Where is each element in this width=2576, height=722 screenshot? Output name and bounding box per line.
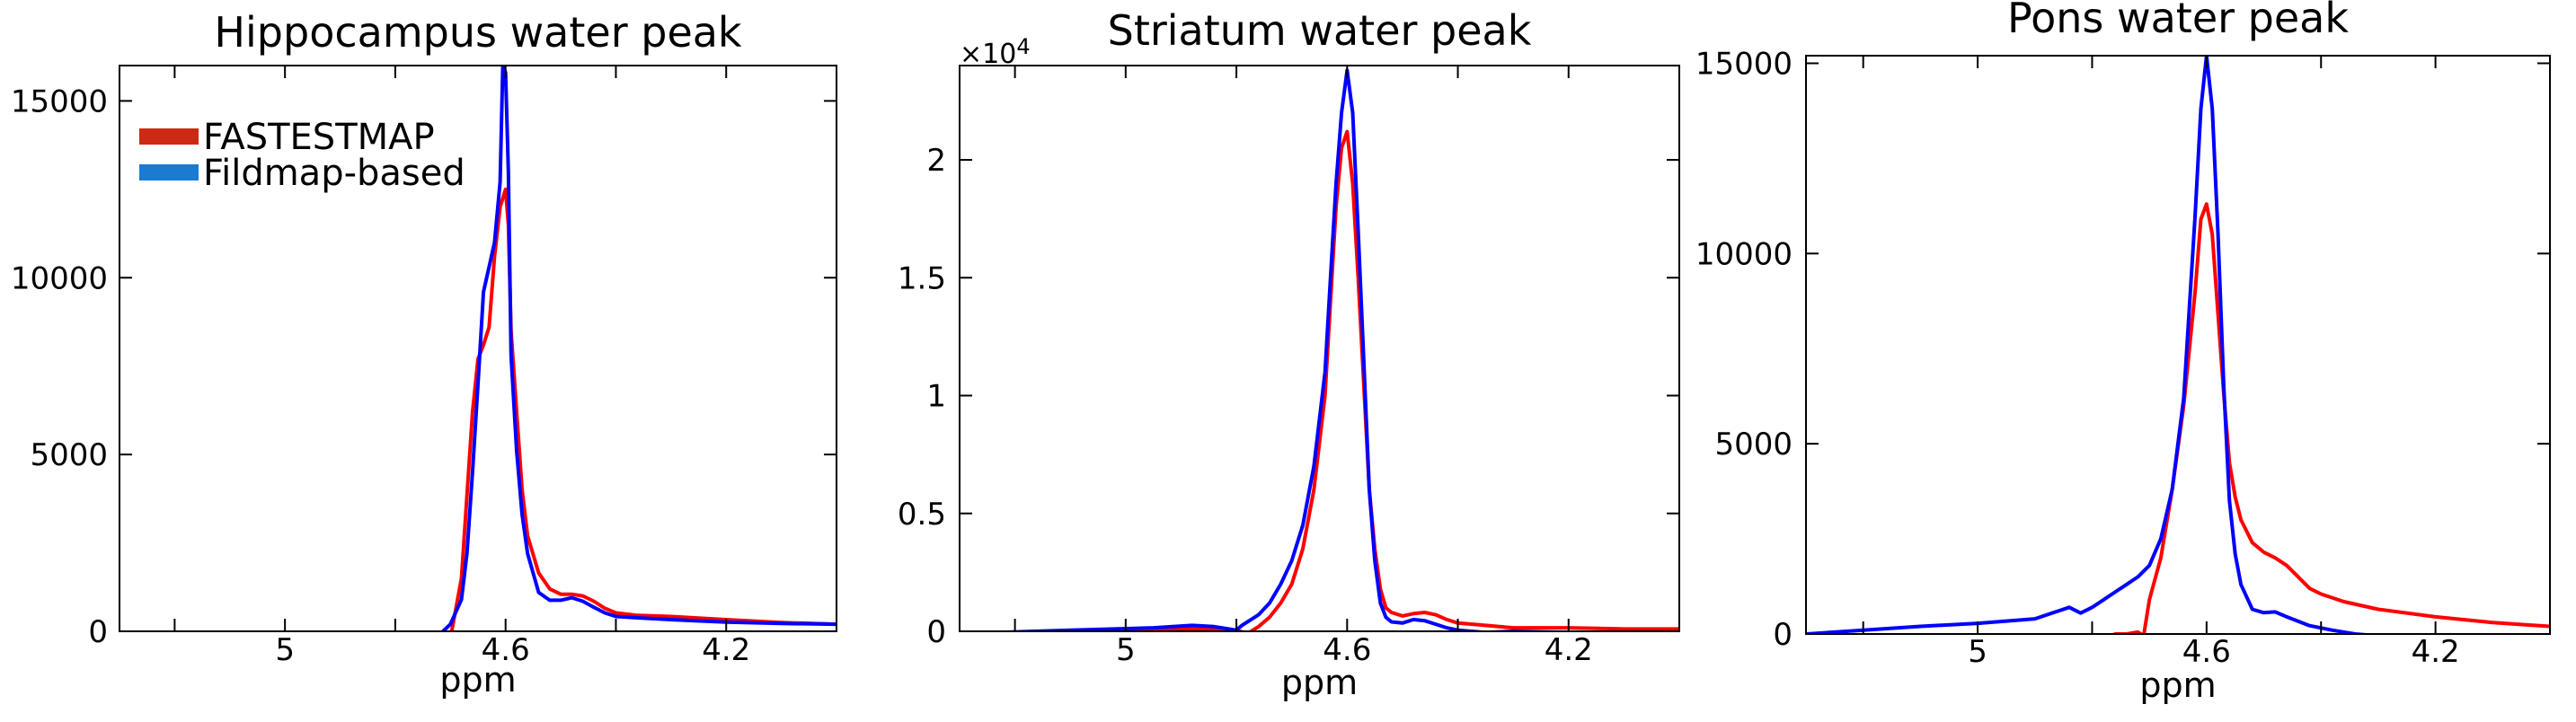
x-tick-label: 4.6 [2182,634,2231,670]
y-tick-label: 5000 [30,437,108,473]
y-tick-label: 1.5 [898,260,946,296]
y-tick-label: 0 [926,614,946,650]
series-line-fastestmap [2111,202,2550,634]
x-axis-label: ppm [2139,665,2216,705]
chart-title: Pons water peak [2007,0,2349,42]
series-line-fildmap-based [976,68,1679,631]
series-line-fastestmap [985,129,1679,631]
y-tick-label: 0 [88,614,108,650]
chart-panel-2: Striatum water peak 5 4.6 4.2 0 0.5 1 1.5 2 ppm ×1… [898,6,1680,702]
chart-title: Striatum water peak [1108,6,1532,55]
x-tick-label: 5 [275,632,295,668]
series-line-fastestmap [449,187,837,631]
y-tick-label: 10000 [11,260,108,296]
y-tick-label: 15000 [1695,46,1793,82]
x-tick-label: 4.2 [2412,634,2460,670]
x-tick-label: 5 [1116,632,1136,668]
y-tick-label: 2 [926,143,946,179]
x-tick-label: 4.6 [482,632,530,668]
chart-panel-1: Hippocampus water peak 5 4.6 4.2 0 5000 10000 1… [11,8,837,700]
x-axis-label: ppm [439,660,516,700]
y-tick-label: 1 [926,379,946,415]
plot-frame [119,65,837,632]
series-line-fildmap-based [1806,55,2377,634]
chart-title: Hippocampus water peak [214,8,742,57]
y-tick-label: 10000 [1695,236,1793,272]
legend-label: FASTESTMAP [203,117,435,158]
chart-panel-3: Pons water peak 5 4.6 4.2 0 5000 10000 15000 ppm [1695,0,2551,705]
legend-label: Fildmap-based [203,153,465,194]
x-tick-label: 4.2 [1545,632,1593,668]
x-axis-label: ppm [1281,663,1358,702]
x-tick-label: 4.2 [702,632,750,668]
y-tick-label: 5000 [1714,427,1793,462]
y-tick-label: 0 [1773,617,1793,653]
series-line-fildmap-based [440,65,837,631]
y-tick-label: 0.5 [898,497,946,533]
y-tick-label: 15000 [11,84,108,119]
plot-frame [959,65,1680,632]
y-axis-multiplier: ×104 [960,34,1031,70]
legend-swatch-fastestmap [139,128,199,145]
x-tick-label: 4.6 [1323,632,1371,668]
plot-frame [1805,55,2551,635]
legend-swatch-fildmap-based [139,164,199,180]
x-tick-label: 5 [1968,634,1987,670]
